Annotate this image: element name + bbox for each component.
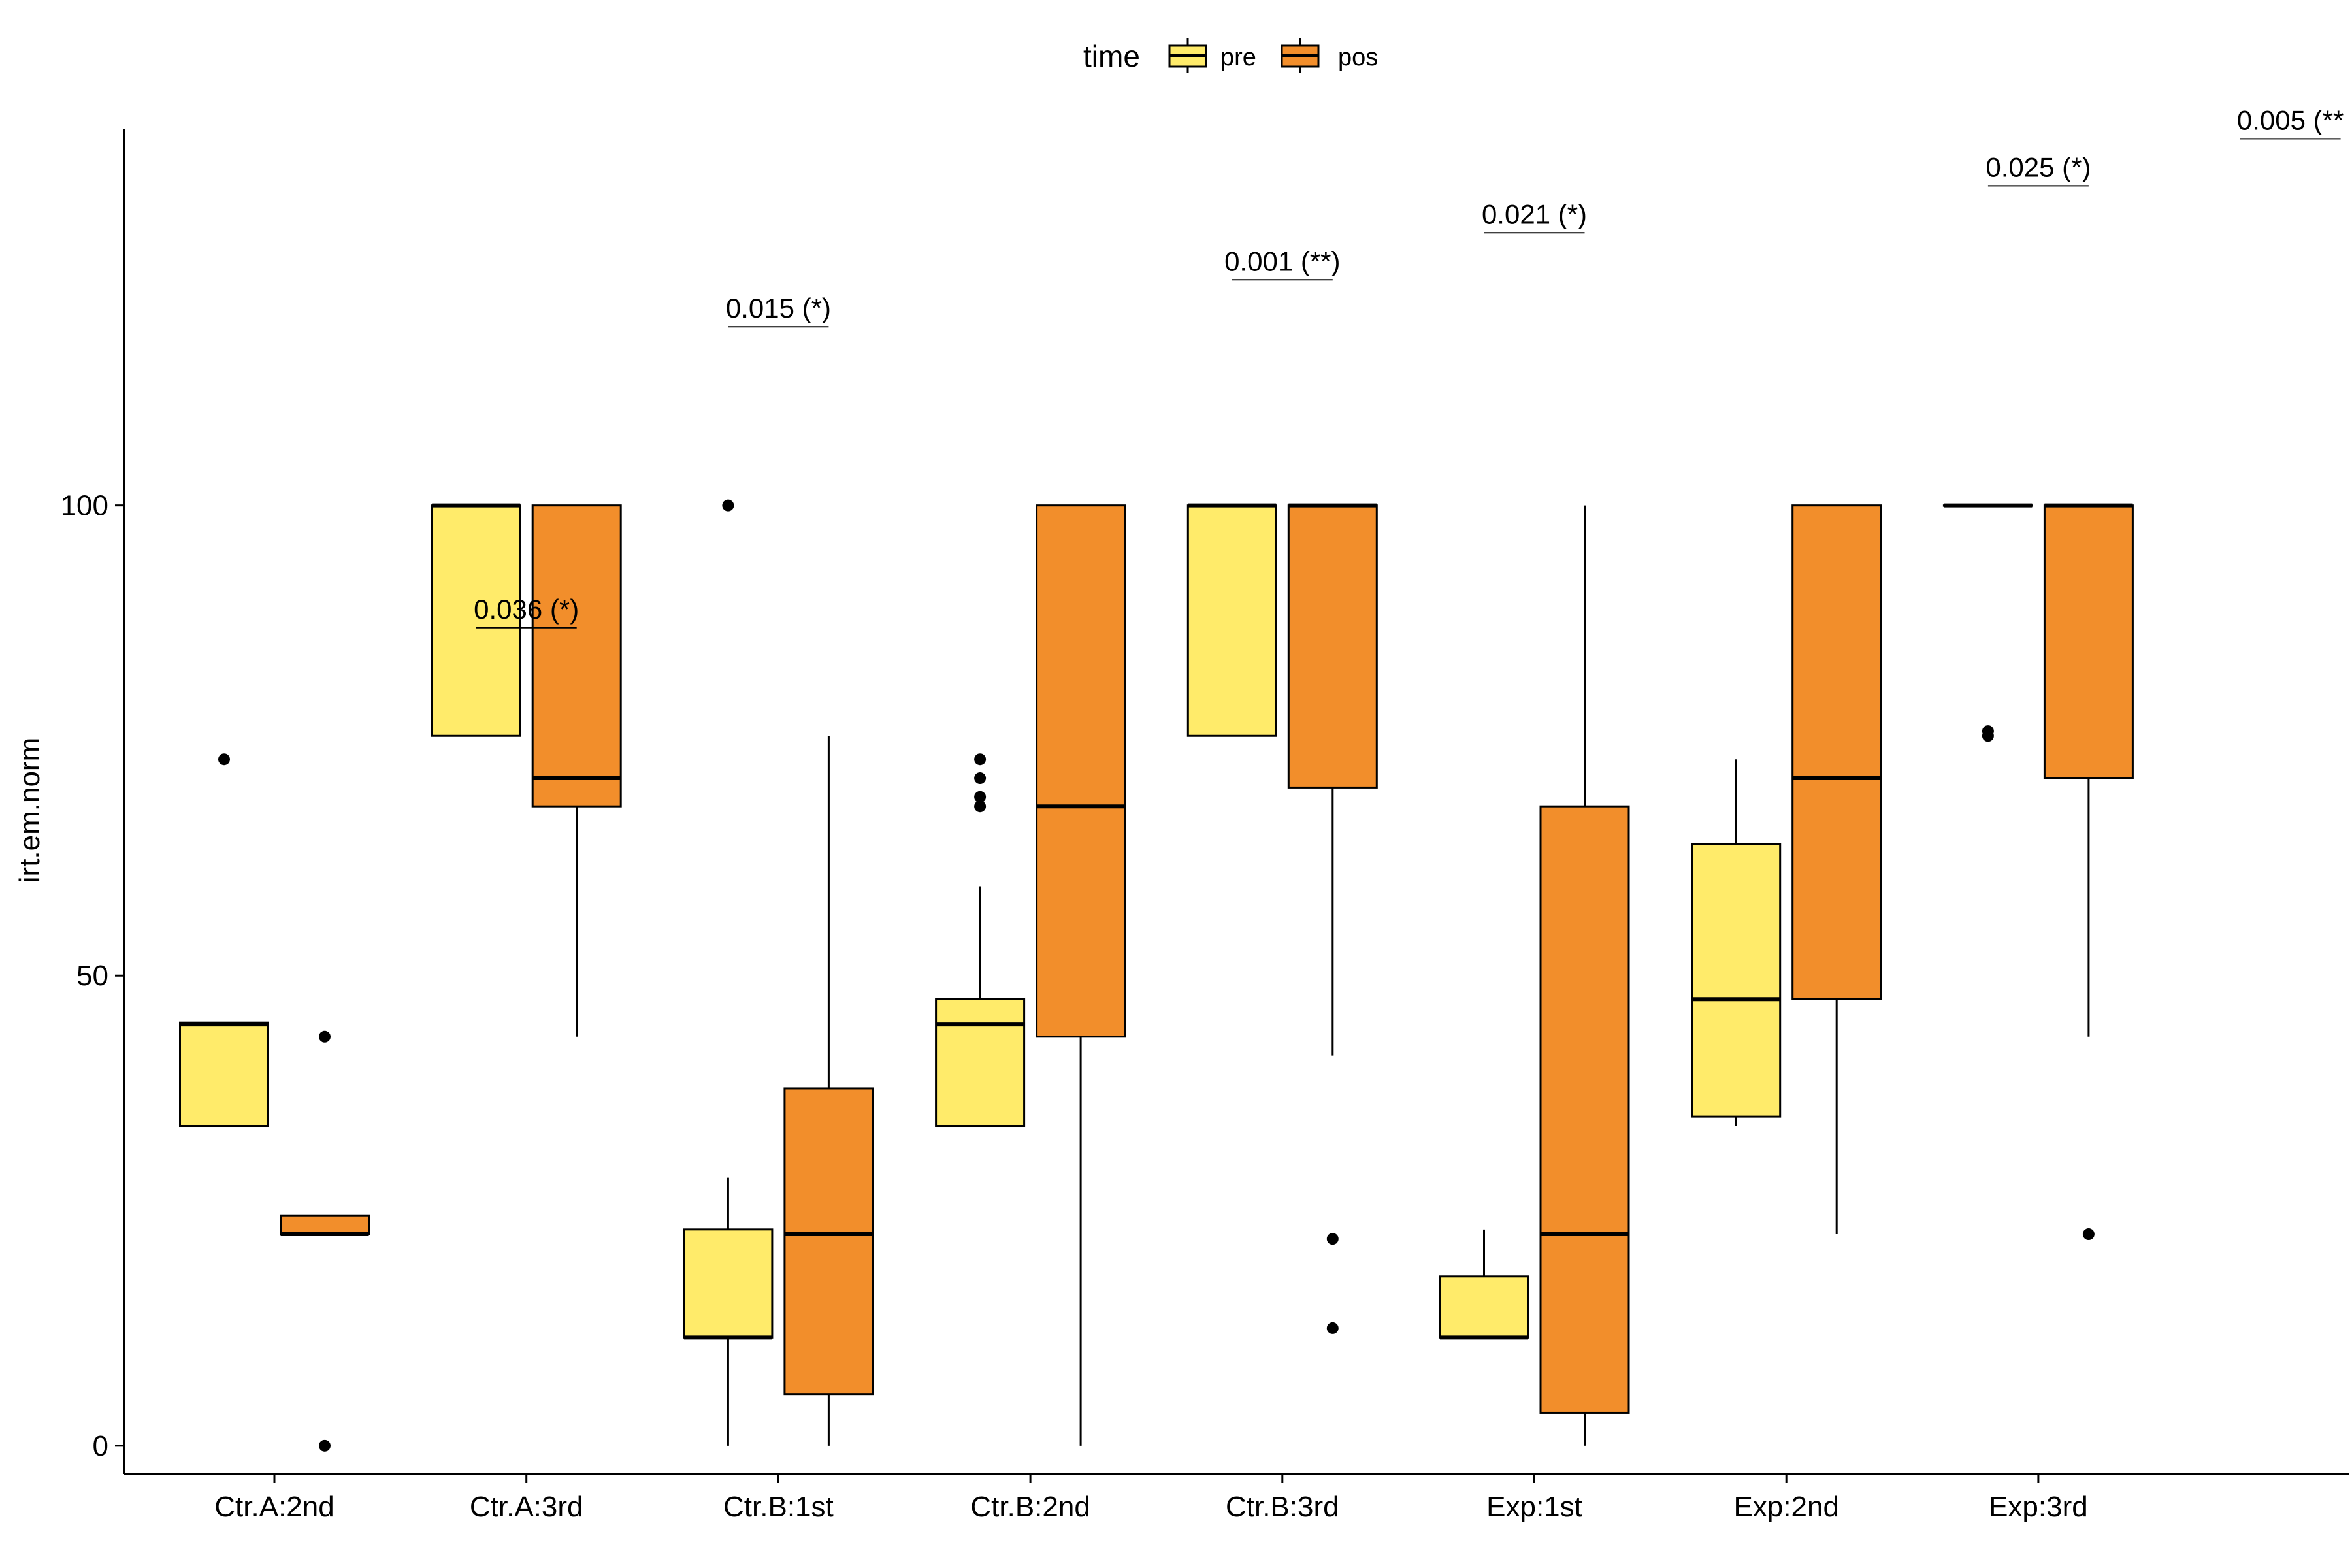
box-pos-5 <box>1539 505 1630 1446</box>
box-pos-4 <box>1287 503 1378 1334</box>
significance-label: 0.021 (*) <box>1482 199 1587 229</box>
x-tick-label: Exp:2nd <box>1733 1491 1838 1523</box>
legend-label-pre: pre <box>1220 44 1256 71</box>
legend-item-pos: pos <box>1281 38 1378 73</box>
significance-annotation: 0.021 (*) <box>1482 199 1587 234</box>
legend-title: time <box>1083 39 1140 73</box>
box-pre-5 <box>1439 1229 1529 1340</box>
box-rect <box>1791 504 1882 1000</box>
significance-label: 0.036 (*) <box>474 594 579 625</box>
box-rect <box>1287 504 1378 789</box>
box-rect <box>683 1228 774 1339</box>
x-tick-label: Exp:3rd <box>1989 1491 2088 1523</box>
box-pos-2 <box>783 736 874 1446</box>
box-pre-6 <box>1691 759 1782 1126</box>
y-axis-title: irt.em.norm <box>14 738 46 883</box>
box-rect <box>1691 843 1782 1118</box>
box-pos-0 <box>280 1030 370 1452</box>
box-pre-2 <box>683 499 774 1446</box>
box-rect <box>1036 504 1126 1038</box>
x-tick-label: Ctr.B:1st <box>723 1491 834 1523</box>
y-tick-label: 50 <box>76 960 108 992</box>
outlier-point <box>974 772 987 785</box>
outlier-point <box>218 753 230 766</box>
box-rect <box>783 1087 874 1396</box>
significance-annotation: 0.001 (**) <box>1224 246 1341 281</box>
outlier-point <box>319 1030 331 1043</box>
outlier-point <box>1982 725 1994 738</box>
outlier-point <box>974 791 987 803</box>
significance-annotation: 0.036 (*) <box>474 594 579 629</box>
box-rect <box>2043 504 2134 779</box>
box-pre-0 <box>179 753 269 1128</box>
box-rect <box>1539 805 1630 1414</box>
box-rect <box>1186 504 1277 737</box>
box-pos-6 <box>1791 504 1882 1235</box>
x-tick-label: Ctr.A:3rd <box>470 1491 583 1523</box>
outlier-point <box>1326 1233 1339 1245</box>
box-pre-1 <box>431 503 521 737</box>
box-pos-7 <box>2043 503 2134 1241</box>
legend: time pre pos <box>1083 38 1378 73</box>
box-rect <box>179 1021 269 1128</box>
outlier-point <box>974 800 987 813</box>
y-tick-label: 100 <box>61 490 108 522</box>
x-tick-label: Ctr.B:2nd <box>970 1491 1090 1523</box>
significance-label: 0.015 (*) <box>726 293 831 323</box>
significance-label: 0.005 (** <box>2237 105 2344 135</box>
y-tick-label: 0 <box>93 1430 108 1462</box>
outlier-point <box>319 1439 331 1452</box>
outlier-point <box>2082 1228 2095 1241</box>
significance-annotation: 0.005 (** <box>2237 105 2344 140</box>
significance-annotation: 0.025 (*) <box>1985 152 2091 187</box>
box-pre-7 <box>1942 503 2033 742</box>
box-rect <box>280 1214 370 1235</box>
significance-label: 0.025 (*) <box>1985 152 2091 182</box>
legend-label-pos: pos <box>1338 44 1378 71</box>
box-rect <box>1439 1275 1529 1339</box>
box-rect <box>935 998 1026 1128</box>
significance-label: 0.001 (**) <box>1224 246 1340 276</box>
box-rect <box>531 504 622 808</box>
outlier-point <box>974 753 987 766</box>
x-tick-label: Ctr.B:3rd <box>1226 1491 1339 1523</box>
significance-annotation: 0.015 (*) <box>726 293 831 328</box>
x-tick-label: Ctr.A:2nd <box>214 1491 334 1523</box>
x-tick-label: Exp:1st <box>1486 1491 1582 1523</box>
box-pos-3 <box>1036 504 1126 1446</box>
box-pre-3 <box>935 753 1026 1128</box>
outlier-point <box>722 499 734 512</box>
box-pos-1 <box>531 504 622 1037</box>
outlier-point <box>1326 1322 1339 1334</box>
legend-item-pre: pre <box>1168 38 1256 73</box>
box-pre-4 <box>1186 503 1277 737</box>
